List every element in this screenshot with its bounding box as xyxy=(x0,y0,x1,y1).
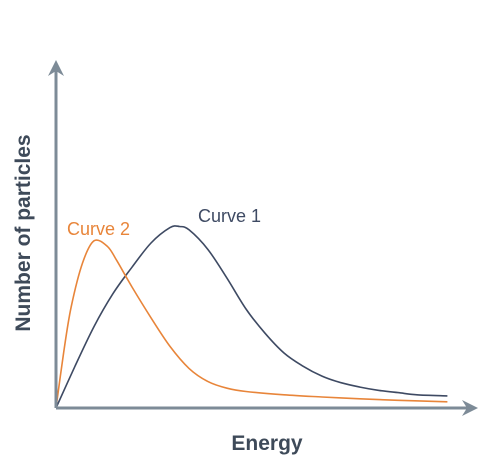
x-axis-label: Energy xyxy=(231,432,303,455)
series-layer xyxy=(55,225,448,409)
series-line-1 xyxy=(55,225,448,409)
series-label-2: Curve 2 xyxy=(67,219,130,239)
x-axis-arrow-icon xyxy=(462,400,478,416)
series-label-layer: Curve 1 Curve 2 xyxy=(67,206,261,239)
y-axis-label: Number of particles xyxy=(12,134,35,331)
series-line-2 xyxy=(55,239,448,409)
y-axis-arrow-icon xyxy=(48,60,64,76)
series-label-1: Curve 1 xyxy=(198,206,261,226)
